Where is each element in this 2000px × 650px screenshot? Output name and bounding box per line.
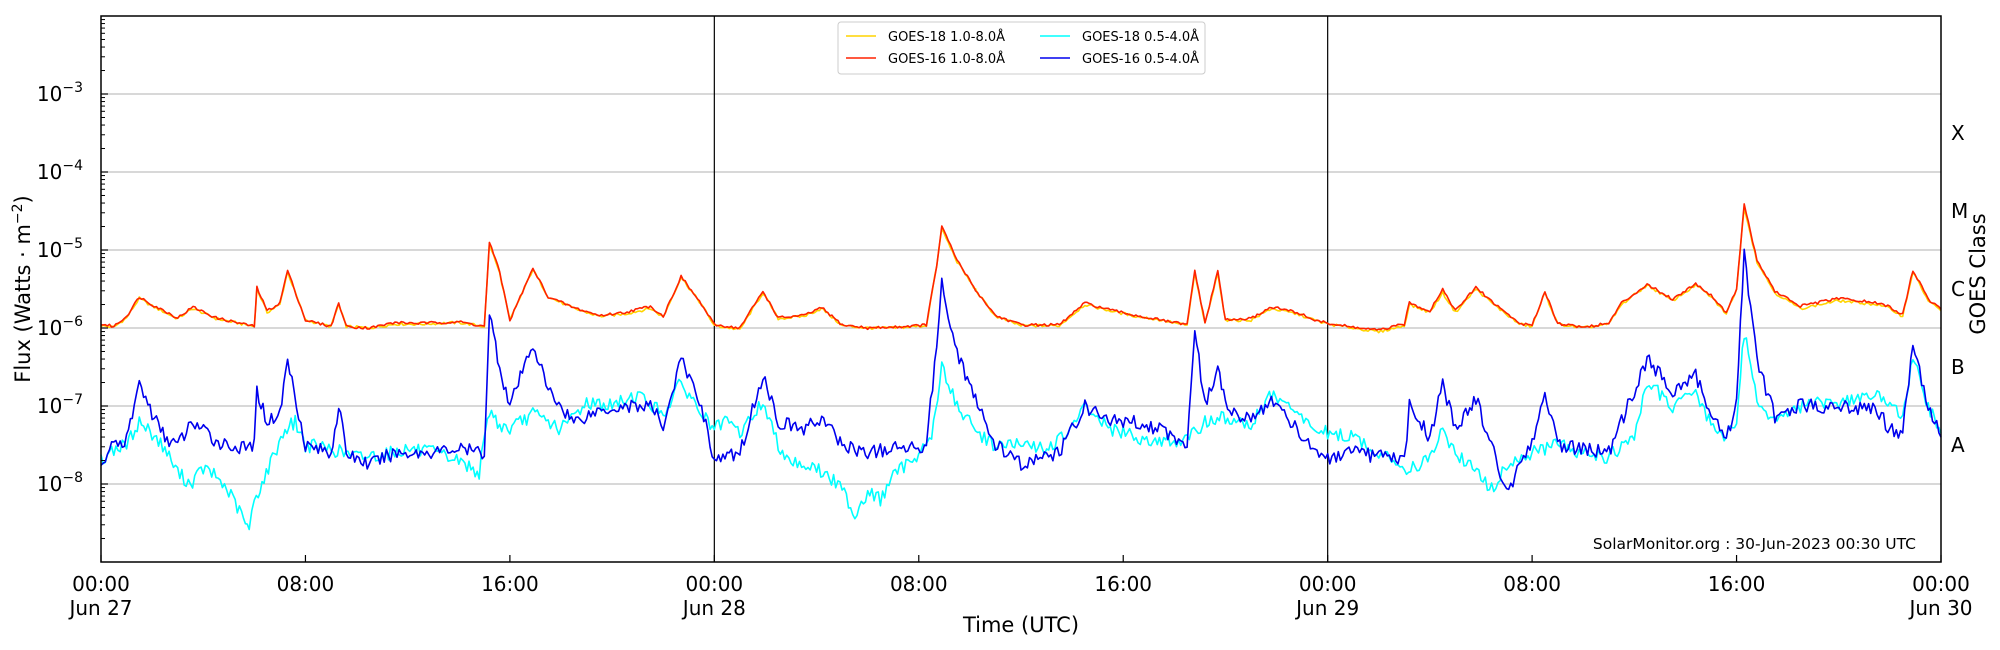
legend-box [837, 21, 1206, 75]
y-tick-base: 10 [37, 160, 62, 184]
x-tick-time-label: 16:00 [481, 572, 539, 596]
x-tick-time-label: 08:00 [1503, 572, 1561, 596]
y-tick-base: 10 [37, 238, 62, 262]
goes-class-label: A [1951, 433, 1965, 457]
goes-class-label: B [1951, 355, 1965, 379]
y-axis-label-exponent: −2 [10, 203, 26, 224]
y-tick-label: 10−7 [37, 392, 83, 418]
y-tick-label: 10−4 [37, 158, 83, 184]
y-axis-label-close: ) [11, 195, 35, 203]
y-tick-label: 10−5 [37, 236, 83, 262]
x-tick-time-label: 00:00 [72, 572, 130, 596]
x-tick-time-label: 08:00 [890, 572, 948, 596]
legend: GOES-18 1.0-8.0Å GOES-18 0.5-4.0Å GOES-16 … [837, 21, 1206, 75]
solarmonitor-credit: SolarMonitor.org : 30-Jun-2023 00:30 UTC [1593, 535, 1916, 553]
y-tick-exponent: −7 [62, 392, 83, 408]
x-tick-date-label: Jun 27 [67, 596, 132, 620]
y-tick-exponent: −3 [62, 80, 83, 96]
goes-class-label: C [1951, 277, 1965, 301]
y-tick-base: 10 [37, 394, 62, 418]
legend-entry-label: GOES-16 0.5-4.0Å [1082, 51, 1199, 67]
series-line [100, 248, 1942, 491]
x-tick-time-label: 00:00 [1912, 572, 1970, 596]
x-tick-date-label: Jun 30 [1907, 596, 1972, 620]
x-tick-time-label: 00:00 [1299, 572, 1357, 596]
x-tick-time-label: 08:00 [277, 572, 335, 596]
goes-class-axis-label: GOES Class [1966, 213, 1990, 334]
y-axis-label-main: Flux (Watts · m [11, 224, 35, 383]
y-axis-label: Flux (Watts · m−2) [10, 195, 35, 383]
grid-lines [101, 16, 1941, 562]
y-tick-label: 10−8 [37, 470, 83, 496]
y-tick-base: 10 [37, 472, 62, 496]
y-tick-base: 10 [37, 82, 62, 106]
legend-entry-label: GOES-18 1.0-8.0Å [888, 29, 1005, 45]
series-line [100, 203, 1942, 331]
y-tick-exponent: −4 [62, 158, 83, 174]
plot-frame [100, 15, 1942, 563]
y-tick-exponent: −8 [62, 470, 83, 486]
x-tick-time-label: 16:00 [1094, 572, 1152, 596]
legend-entry-label: GOES-16 1.0-8.0Å [888, 51, 1005, 67]
x-tick-time-label: 00:00 [686, 572, 744, 596]
goes-class-label: M [1951, 199, 1968, 223]
series-line [100, 207, 1942, 334]
plot-series [100, 203, 1942, 531]
x-tick-date-label: Jun 29 [1294, 596, 1359, 620]
x-tick-date-label: Jun 28 [681, 596, 746, 620]
y-tick-exponent: −6 [62, 314, 83, 330]
y-tick-base: 10 [37, 316, 62, 340]
y-tick-label: 10−3 [37, 80, 83, 106]
y-tick-label: 10−6 [37, 314, 83, 340]
x-axis-label: Time (UTC) [962, 613, 1079, 637]
goes-class-label: X [1951, 121, 1965, 145]
series-line [100, 337, 1942, 531]
legend-entry-label: GOES-18 0.5-4.0Å [1082, 29, 1199, 45]
y-tick-exponent: −5 [62, 236, 83, 252]
x-tick-time-label: 16:00 [1708, 572, 1766, 596]
